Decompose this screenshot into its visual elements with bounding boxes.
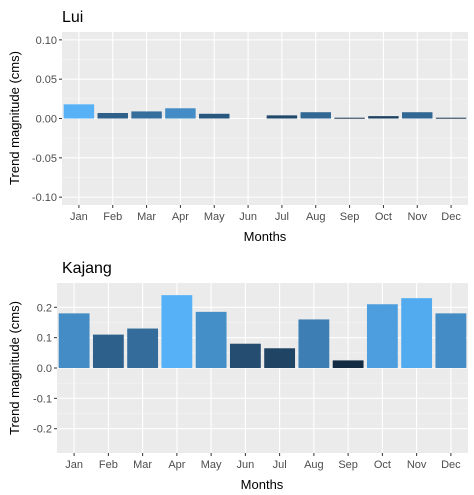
bar-may <box>195 311 227 368</box>
x-tick-label: Jul <box>273 459 287 471</box>
x-tick-label: Sep <box>340 211 360 223</box>
x-axis-ticks: Jan Feb Mar Apr May Jun Jul Aug Sep Oct Nov Dec <box>70 205 461 223</box>
bar-dec <box>435 117 467 119</box>
x-tick-label: Feb <box>103 211 122 223</box>
x-tick-label: Feb <box>99 459 118 471</box>
y-tick-label: 0.00 <box>36 114 57 126</box>
x-tick-label: Nov <box>407 211 427 223</box>
bar-jan <box>63 104 95 119</box>
y-tick-label: 0.0 <box>37 363 52 375</box>
x-tick-label: Sep <box>338 459 358 471</box>
bar-apr <box>165 108 196 119</box>
x-tick-label: May <box>201 459 222 471</box>
x-tick-label: Jun <box>239 211 257 223</box>
y-tick-label: 0.05 <box>36 74 57 86</box>
y-axis-ticks: -0.10 -0.05 0.00 0.05 0.10 <box>32 35 62 204</box>
y-axis-title: Trend magnitude (cms) <box>7 301 22 435</box>
bar-nov <box>402 112 433 119</box>
y-tick-label: 0.10 <box>36 35 57 47</box>
x-tick-label: Oct <box>375 211 392 223</box>
x-tick-label: Nov <box>407 459 427 471</box>
x-tick-label: Aug <box>306 211 326 223</box>
bar-jan <box>58 313 90 368</box>
bar-jun <box>229 343 261 368</box>
bar-aug <box>300 112 331 119</box>
y-tick-label: 0.1 <box>37 333 52 345</box>
x-tick-label: Apr <box>168 459 185 471</box>
x-axis-title: Months <box>244 229 287 244</box>
y-tick-label: -0.1 <box>33 393 52 405</box>
y-axis-ticks: -0.2 -0.1 0.0 0.1 0.2 <box>33 302 57 436</box>
x-axis-ticks: Jan Feb Mar Apr May Jun Jul Aug Sep Oct Nov Dec <box>65 453 461 471</box>
y-tick-label: 0.2 <box>37 302 52 314</box>
bar-aug <box>298 319 330 368</box>
x-tick-label: Aug <box>304 459 324 471</box>
y-tick-label: -0.10 <box>32 192 57 204</box>
chart-panel-lui: Lui -0.10 -0.05 0.00 0.05 0.10 Jan Feb Mar Apr M… <box>7 9 468 244</box>
x-tick-label: Dec <box>441 459 461 471</box>
x-tick-label: Mar <box>133 459 152 471</box>
bar-jul <box>266 115 298 119</box>
bar-oct <box>366 304 398 368</box>
x-tick-label: Jan <box>70 211 88 223</box>
x-tick-label: Jul <box>275 211 289 223</box>
bar-feb <box>92 334 124 368</box>
bar-oct <box>368 116 399 119</box>
bar-apr <box>161 295 193 368</box>
bars <box>63 104 467 119</box>
bar-mar <box>127 328 159 368</box>
chart-title: Kajang <box>62 260 112 277</box>
y-tick-label: -0.2 <box>33 424 52 436</box>
x-tick-label: Dec <box>441 211 461 223</box>
y-axis-title: Trend magnitude (cms) <box>7 51 22 185</box>
bar-jul <box>264 348 296 368</box>
y-tick-label: -0.05 <box>32 153 57 165</box>
x-tick-label: Jun <box>237 459 255 471</box>
x-tick-label: Mar <box>137 211 156 223</box>
bar-dec <box>435 313 467 368</box>
x-tick-label: May <box>204 211 225 223</box>
bar-nov <box>401 298 433 368</box>
bars <box>58 295 467 368</box>
x-tick-label: Oct <box>374 459 391 471</box>
chart-panel-kajang: Kajang -0.2 -0.1 0.0 0.1 0.2 Jan Feb Mar Apr May… <box>7 260 468 492</box>
x-tick-label: Jan <box>65 459 83 471</box>
bar-may <box>199 113 230 119</box>
bar-sep <box>334 117 365 119</box>
chart-title: Lui <box>62 9 83 26</box>
bar-feb <box>97 112 128 119</box>
bar-sep <box>332 360 364 368</box>
bar-mar <box>131 111 162 119</box>
x-axis-title: Months <box>241 477 284 492</box>
x-tick-label: Apr <box>172 211 189 223</box>
